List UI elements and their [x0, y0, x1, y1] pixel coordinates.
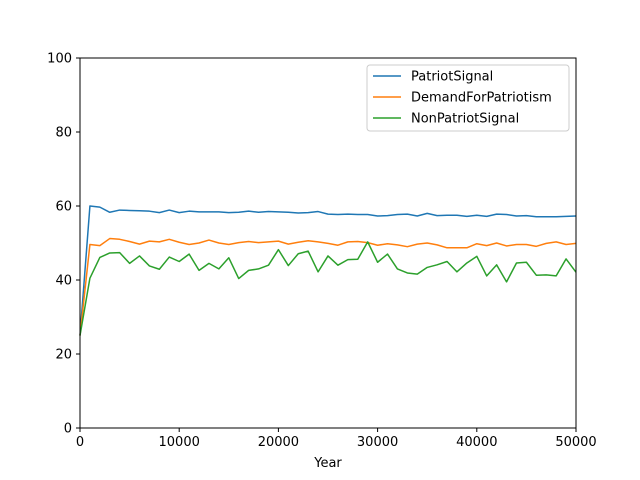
y-tick-label-1: 20 [55, 348, 72, 363]
series-layer [79, 205, 577, 336]
x-tick-label-3: 30000 [357, 435, 398, 450]
legend: PatriotSignal DemandForPatriotism NonPatri… [366, 64, 570, 132]
series-line-1 [79, 237, 577, 336]
legend-items: PatriotSignal DemandForPatriotism NonPatri… [373, 70, 552, 127]
x-tick-label-2: 20000 [258, 435, 299, 450]
x-axis-label: Year [313, 456, 342, 471]
y-tick-label-4: 80 [55, 126, 72, 141]
x-tick-label-5: 50000 [555, 435, 596, 450]
legend-label-2: NonPatriotSignal [411, 112, 519, 127]
series-line-2 [79, 241, 577, 336]
x-tick-label-4: 40000 [456, 435, 497, 450]
legend-label-0: PatriotSignal [411, 70, 493, 85]
plot-frame [79, 57, 577, 429]
y-tick-label-2: 40 [55, 274, 72, 289]
legend-frame [366, 64, 570, 132]
legend-label-1: DemandForPatriotism [411, 91, 552, 106]
y-tick-label-5: 100 [47, 52, 72, 67]
y-tick-label-3: 60 [55, 200, 72, 215]
x-tick-label-1: 10000 [159, 435, 200, 450]
x-axis: 0 10000 20000 30000 40000 50000 [76, 428, 597, 450]
series-line-0 [79, 205, 577, 336]
x-tick-label-0: 0 [76, 435, 84, 450]
y-axis: 0 20 40 60 80 100 [47, 52, 80, 437]
y-tick-label-0: 0 [64, 422, 72, 437]
